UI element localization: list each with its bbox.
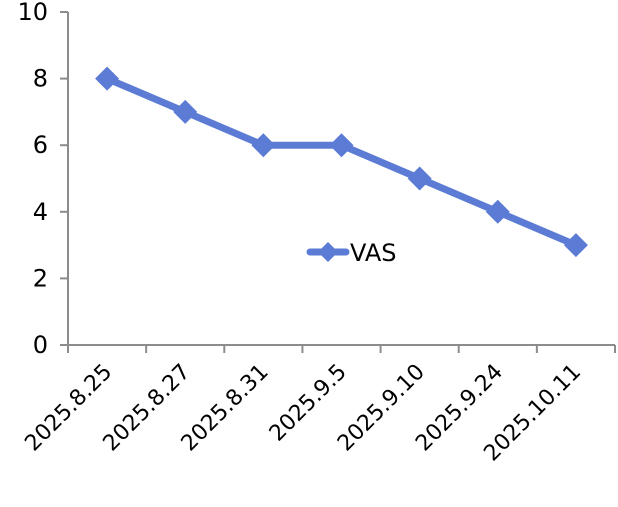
y-tick-label: 6 — [33, 131, 48, 159]
y-tick-label: 2 — [33, 264, 48, 292]
data-point-marker — [407, 166, 432, 191]
data-point-marker — [173, 99, 198, 124]
y-tick-label: 0 — [33, 331, 48, 359]
legend-label-vas: VAS — [350, 239, 397, 267]
y-tick-label: 8 — [33, 65, 48, 93]
data-point-marker — [95, 66, 120, 91]
data-point-marker — [329, 133, 354, 158]
y-axis-ticks: 0 2 4 6 8 10 — [17, 0, 68, 359]
data-point-marker — [485, 199, 510, 224]
axes — [67, 12, 615, 346]
legend-diamond-marker — [318, 242, 338, 262]
data-point-marker — [251, 133, 276, 158]
x-axis-ticks: 2025.8.252025.8.272025.8.312025.9.52025.… — [20, 345, 616, 466]
y-tick-label: 4 — [33, 198, 48, 226]
series-group — [95, 66, 588, 258]
data-point-marker — [563, 233, 588, 258]
legend: VAS — [306, 239, 397, 267]
y-tick-label: 10 — [17, 0, 48, 26]
series-line-vas — [103, 75, 580, 249]
